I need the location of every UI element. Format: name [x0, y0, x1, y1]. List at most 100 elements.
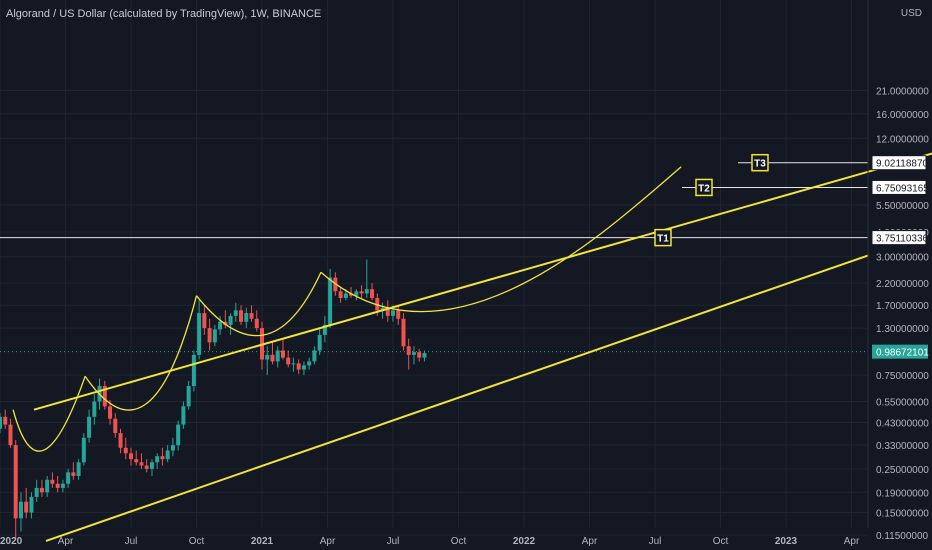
candle-body — [207, 328, 212, 343]
x-tick-label: Jul — [387, 536, 400, 547]
chart-title: Algorand / US Dollar (calculated by Trad… — [6, 8, 322, 20]
candle-body — [34, 487, 39, 497]
candle-body — [391, 310, 395, 316]
channel-upper-line — [33, 152, 932, 411]
cup-curve — [12, 375, 86, 452]
candle-body — [39, 487, 44, 493]
y-tick-label: 0.75000000 — [876, 371, 929, 382]
target-box — [695, 178, 713, 197]
candle-body — [108, 406, 113, 419]
x-tick-label: 2022 — [513, 536, 536, 547]
cup-curves — [12, 166, 682, 452]
candle-body — [18, 501, 23, 519]
cup-curve — [84, 295, 198, 411]
candle-body — [244, 313, 249, 322]
target-box — [654, 228, 672, 247]
y-tick-label: 0.25000000 — [876, 465, 929, 476]
y-tick-label: 12.0000000 — [876, 134, 929, 145]
y-tick-label: 2.20000000 — [876, 279, 929, 290]
candle-body — [396, 310, 401, 319]
candle-body — [29, 496, 34, 513]
target-box-label: T1 — [657, 234, 669, 245]
candle-body — [270, 354, 275, 362]
candle-body — [359, 291, 364, 294]
candle-body — [338, 291, 343, 298]
target-box-label: T2 — [698, 183, 710, 194]
y-tick-label: 0.43000000 — [876, 419, 929, 430]
candle-body — [8, 424, 13, 446]
candle-body — [165, 450, 170, 460]
candle-body — [406, 346, 411, 355]
target-price-label: 3.75110336 — [876, 234, 929, 245]
y-tick-label: 0.55000000 — [876, 398, 929, 409]
target-price-label: 6.75093165 — [876, 183, 929, 194]
candle-body — [24, 501, 29, 513]
target-price-tag — [871, 179, 927, 195]
candle-body — [118, 433, 123, 448]
x-tick-label: Oct — [713, 536, 729, 547]
candle-body — [202, 313, 207, 329]
y-tick-label: 3.00000000 — [876, 253, 929, 264]
candle-body — [181, 406, 186, 425]
channel-lower-line — [45, 254, 869, 542]
candle-body — [102, 385, 107, 407]
candle-body — [92, 401, 97, 417]
candle-body — [45, 479, 50, 493]
y-tick-label: 0.33000000 — [876, 441, 929, 452]
x-tick-label: Apr — [320, 536, 336, 547]
candle-body — [312, 350, 317, 362]
candle-body — [375, 297, 380, 311]
candle-body — [160, 456, 165, 460]
candle-body — [3, 416, 8, 425]
target-boxes: T1 T2 T3 — [654, 153, 769, 247]
candle-body — [191, 354, 196, 386]
x-tick-label: Apr — [58, 536, 74, 547]
candle-body — [139, 462, 144, 466]
candle-body — [291, 363, 296, 365]
current-price-tag — [872, 344, 928, 359]
candle-body — [60, 483, 65, 488]
candle-body — [66, 472, 71, 484]
cup-curve — [320, 166, 682, 313]
candle-body — [317, 334, 322, 351]
candle-body — [129, 453, 133, 460]
candle-body — [275, 350, 280, 362]
grid — [0, 0, 868, 536]
candle-body — [87, 416, 92, 438]
x-tick-label: Apr — [844, 536, 860, 547]
y-tick-label: 0.15000000 — [876, 508, 929, 519]
candle-body — [411, 352, 416, 355]
x-tick-label: 2023 — [775, 536, 798, 547]
y-tick-label: 16.0000000 — [876, 110, 929, 121]
candle-body — [134, 459, 139, 463]
target-box-label: T3 — [754, 159, 766, 170]
target-box — [751, 153, 769, 172]
y-tick-label: 5.50000000 — [876, 201, 929, 212]
candle-body — [239, 310, 244, 322]
candle-body — [364, 289, 369, 294]
candle-body — [343, 293, 348, 298]
y-tick-label: 21.0000000 — [876, 87, 929, 98]
candle-body — [307, 361, 312, 366]
candle-body — [218, 321, 223, 330]
target-price-tag — [871, 155, 927, 171]
candle-body — [113, 418, 118, 434]
candle-body — [328, 277, 333, 325]
candle-body — [349, 293, 354, 296]
candle-body — [286, 357, 291, 365]
current-price-label: 0.98672101 — [876, 348, 929, 359]
candle-body — [223, 321, 228, 325]
candle-body — [370, 289, 375, 298]
candle-body — [254, 318, 259, 329]
candle-body — [123, 447, 128, 454]
x-tick-label: Jul — [125, 536, 138, 547]
y-tick-label: 1.70000000 — [876, 301, 929, 312]
x-tick-label: 2020 — [0, 536, 23, 547]
candle-body — [170, 445, 175, 451]
candle-body — [0, 416, 2, 429]
candle-body — [322, 324, 327, 335]
currency-label: USD — [901, 8, 922, 19]
candle-body — [233, 310, 238, 316]
